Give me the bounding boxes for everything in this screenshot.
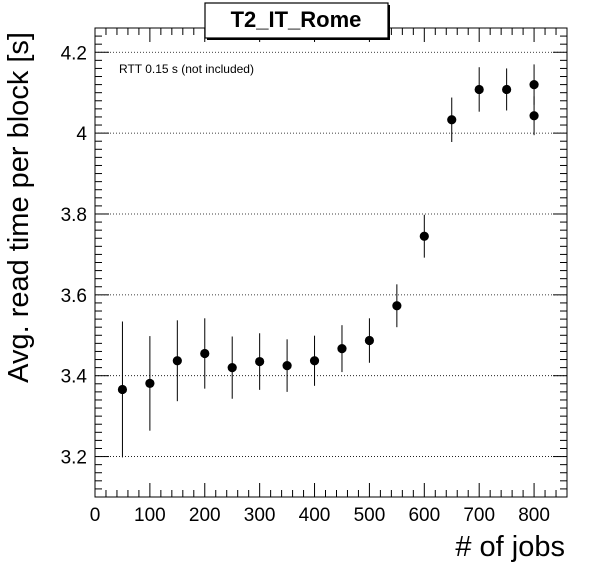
data-point xyxy=(309,356,320,366)
tick-labels: 3.2 3.4 3.6 3.8 4 4.2 0 100 200 300 400 500 600 700 80… xyxy=(61,43,550,526)
data-point xyxy=(364,335,375,346)
x-tick-label: 600 xyxy=(408,505,440,526)
title-box: T2_IT_Rome xyxy=(204,2,390,40)
y-tick-label: 3.8 xyxy=(61,205,87,226)
y-tick-label: 3.2 xyxy=(61,448,87,469)
x-tick-label: 200 xyxy=(189,505,221,526)
data-points xyxy=(117,64,539,458)
x-tick-label: 400 xyxy=(299,505,331,526)
x-tick-label: 300 xyxy=(244,505,276,526)
x-axis-title: # of jobs xyxy=(455,531,565,563)
x-tick-label: 500 xyxy=(354,505,386,526)
data-point xyxy=(502,84,512,95)
chart-title: T2_IT_Rome xyxy=(231,7,362,32)
gridlines xyxy=(95,51,567,457)
data-point xyxy=(447,115,457,125)
x-tick-label: 100 xyxy=(134,505,166,526)
y-axis-title: Avg. read time per block [s] xyxy=(3,32,35,383)
data-point xyxy=(227,363,237,373)
y-tick-label: 3.6 xyxy=(61,286,87,307)
data-point xyxy=(529,111,539,121)
x-tick-label: 700 xyxy=(463,505,495,526)
y-tick-label: 4 xyxy=(76,124,87,145)
data-point xyxy=(145,378,155,388)
title-box-frame xyxy=(204,2,389,39)
data-point xyxy=(117,384,128,395)
y-tick-label: 3.4 xyxy=(61,367,88,388)
data-point xyxy=(282,360,292,371)
data-point xyxy=(419,231,429,241)
x-tick-label: 0 xyxy=(90,505,101,526)
data-point xyxy=(337,344,347,354)
data-point xyxy=(200,348,210,359)
data-point xyxy=(255,356,265,367)
x-tick-label: 800 xyxy=(518,505,550,526)
data-point xyxy=(392,301,402,311)
data-point xyxy=(474,84,484,95)
data-point xyxy=(529,80,539,90)
data-point xyxy=(172,356,182,366)
annotation-text: RTT 0.15 s (not included) xyxy=(119,62,254,76)
y-tick-label: 4.2 xyxy=(61,43,87,64)
